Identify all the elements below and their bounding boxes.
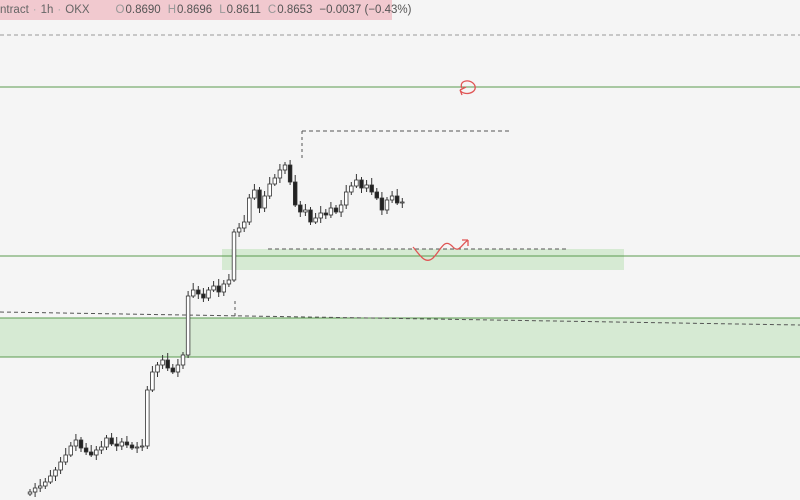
interval[interactable]: 1h bbox=[40, 4, 54, 16]
candle-body bbox=[303, 209, 308, 213]
ohlc-label: C bbox=[267, 4, 277, 16]
candle-body bbox=[38, 485, 43, 489]
candle-body bbox=[32, 487, 38, 493]
candle-body bbox=[27, 491, 33, 495]
candle-body bbox=[180, 354, 186, 366]
candle-body bbox=[333, 207, 339, 213]
candle-body bbox=[308, 209, 313, 223]
candle-body bbox=[155, 364, 160, 373]
trend-line bbox=[0, 311, 800, 326]
candle-body bbox=[354, 179, 359, 187]
candle-body bbox=[196, 289, 201, 295]
candle-body bbox=[287, 164, 293, 183]
candle-body bbox=[139, 445, 145, 448]
candle-body bbox=[379, 197, 385, 211]
change: −0.0037 (−0.43%) bbox=[319, 4, 412, 16]
candle-body bbox=[150, 371, 155, 391]
candle-body bbox=[236, 227, 242, 233]
path-arrow-drawing bbox=[412, 239, 469, 261]
candle-body bbox=[374, 191, 379, 199]
candle-body bbox=[384, 199, 390, 211]
symbol: ntract bbox=[0, 4, 29, 16]
candle-body bbox=[63, 454, 68, 463]
candle-body bbox=[338, 204, 344, 213]
candle-body bbox=[364, 184, 369, 189]
candle-body bbox=[129, 444, 135, 449]
candle-body bbox=[190, 289, 196, 297]
ohlc-value: 0.8611 bbox=[226, 4, 261, 16]
candle-body bbox=[160, 359, 165, 366]
candle-body bbox=[323, 212, 328, 216]
separator: · bbox=[57, 4, 62, 16]
candle-body bbox=[282, 164, 288, 171]
candle-body bbox=[43, 481, 48, 487]
candle-body bbox=[170, 367, 175, 373]
candle-body bbox=[104, 437, 109, 448]
ohlc-value: 0.8696 bbox=[177, 4, 213, 16]
candle-body bbox=[394, 195, 400, 204]
symbol-bar: ntract · 1h · OKX O 0.8690 H 0.8696 L 0.861… bbox=[0, 0, 412, 20]
candle-body bbox=[328, 207, 334, 216]
candle-body bbox=[257, 189, 262, 209]
candle-body bbox=[241, 221, 247, 229]
candle-body bbox=[114, 443, 119, 447]
candle-body bbox=[89, 451, 94, 456]
candle-body bbox=[313, 217, 318, 223]
candle-body bbox=[216, 285, 221, 293]
candle-body bbox=[277, 169, 283, 179]
separator: · bbox=[32, 4, 37, 16]
candle-body bbox=[292, 181, 298, 206]
candle-body bbox=[226, 279, 232, 285]
candle-body bbox=[83, 447, 89, 453]
candle-body bbox=[58, 461, 63, 471]
candle-body bbox=[211, 285, 216, 291]
candle-body bbox=[109, 437, 114, 445]
demand-zone bbox=[222, 249, 624, 270]
redo-arrow-drawing bbox=[459, 80, 476, 96]
candle-body bbox=[369, 184, 374, 193]
candle-body bbox=[349, 185, 354, 193]
candle-body bbox=[175, 364, 181, 373]
candle-body bbox=[165, 359, 170, 369]
candle-body bbox=[119, 441, 124, 447]
ohlc-label: O bbox=[115, 4, 125, 16]
candle-body bbox=[94, 449, 99, 456]
ohlc-label: L bbox=[219, 4, 226, 16]
candle-body bbox=[247, 197, 252, 223]
ohlc-value: 0.8653 bbox=[277, 4, 313, 16]
candle-body bbox=[262, 195, 267, 209]
exchange: OKX bbox=[65, 4, 90, 16]
candle-body bbox=[73, 439, 79, 447]
ohlc-value: 0.8690 bbox=[125, 4, 161, 16]
candle-body bbox=[298, 204, 303, 213]
candle-body bbox=[343, 191, 349, 206]
candle-body bbox=[267, 183, 272, 197]
candle-body bbox=[78, 439, 84, 449]
candle-body bbox=[206, 289, 211, 299]
candle-body bbox=[201, 293, 206, 299]
candle-body bbox=[272, 177, 277, 185]
candle-body bbox=[231, 231, 237, 281]
candle-body bbox=[124, 441, 130, 446]
candle-body bbox=[359, 179, 364, 189]
candle-body bbox=[145, 389, 150, 447]
candle-body bbox=[221, 283, 226, 293]
candle-body bbox=[185, 295, 191, 356]
candle-body bbox=[53, 469, 58, 477]
candle-body bbox=[99, 446, 104, 451]
candle-body bbox=[252, 189, 257, 199]
candle-body bbox=[389, 195, 395, 201]
demand-zone bbox=[0, 318, 800, 357]
candle-body bbox=[400, 201, 405, 204]
candle-body bbox=[134, 446, 140, 449]
candle-body bbox=[318, 212, 323, 219]
candle-body bbox=[68, 445, 73, 456]
ohlc-label: H bbox=[167, 4, 176, 16]
candles bbox=[27, 160, 405, 497]
candle-body bbox=[48, 475, 53, 483]
